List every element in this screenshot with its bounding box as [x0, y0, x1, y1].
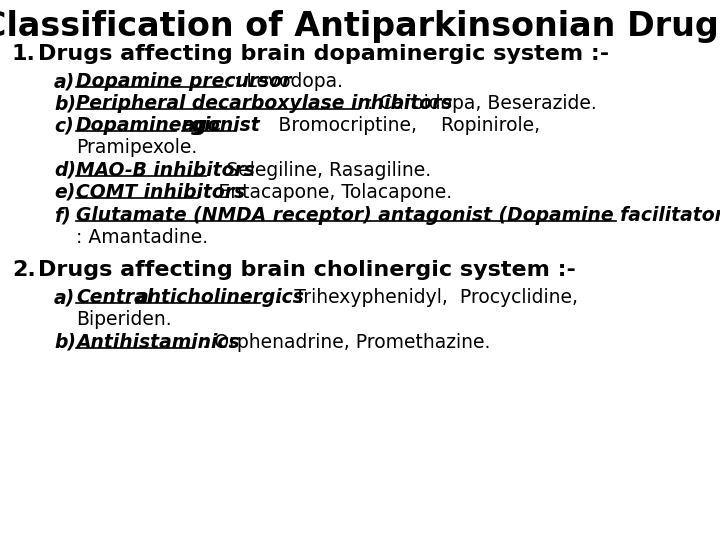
- Text: : Selegiline, Rasagiline.: : Selegiline, Rasagiline.: [208, 161, 431, 180]
- Text: f): f): [54, 206, 71, 225]
- Text: Central: Central: [76, 288, 153, 307]
- Text: anticholinergics: anticholinergics: [136, 288, 305, 307]
- Text: agonist: agonist: [182, 116, 261, 135]
- Text: e): e): [54, 183, 76, 202]
- Text: c): c): [54, 116, 73, 135]
- Text: 2.: 2.: [12, 260, 36, 280]
- Text: Antihistaminics: Antihistaminics: [76, 333, 240, 352]
- Text: Dopamine precursor: Dopamine precursor: [76, 72, 292, 91]
- Text: : Amantadine.: : Amantadine.: [76, 228, 208, 247]
- Text: Drugs affecting brain cholinergic system :-: Drugs affecting brain cholinergic system…: [38, 260, 576, 280]
- Text: Peripheral decarboxylase inhibitors: Peripheral decarboxylase inhibitors: [76, 94, 452, 113]
- Text: :   Bromocriptine,    Ropinirole,: : Bromocriptine, Ropinirole,: [242, 116, 540, 135]
- Text: COMT inhibitors: COMT inhibitors: [76, 183, 245, 202]
- Text: :  Trihexyphenidyl,  Procyclidine,: : Trihexyphenidyl, Procyclidine,: [264, 288, 578, 307]
- Text: Glutamate (NMDA receptor) antagonist (Dopamine facilitator): Glutamate (NMDA receptor) antagonist (Do…: [76, 206, 720, 225]
- Text: : Levodopa.: : Levodopa.: [228, 72, 343, 91]
- Text: a): a): [54, 72, 76, 91]
- Text: : Entacapone, Tolacapone.: : Entacapone, Tolacapone.: [200, 183, 452, 202]
- Text: : Orphenadrine, Promethazine.: : Orphenadrine, Promethazine.: [196, 333, 490, 352]
- Text: Dopaminergic: Dopaminergic: [76, 116, 222, 135]
- Text: MAO-B inhibitors: MAO-B inhibitors: [76, 161, 255, 180]
- Text: Pramipexole.: Pramipexole.: [76, 138, 197, 157]
- Text: Classification of Antiparkinsonian Drugs: Classification of Antiparkinsonian Drugs: [0, 10, 720, 43]
- Text: Drugs affecting brain dopaminergic system :-: Drugs affecting brain dopaminergic syste…: [38, 44, 609, 64]
- Text: b): b): [54, 94, 76, 113]
- Text: b): b): [54, 333, 76, 352]
- Text: 1.: 1.: [12, 44, 36, 64]
- Text: d): d): [54, 161, 76, 180]
- Text: : Carbidopa, Beserazide.: : Carbidopa, Beserazide.: [361, 94, 597, 113]
- Text: a): a): [54, 288, 76, 307]
- Text: Biperiden.: Biperiden.: [76, 310, 171, 329]
